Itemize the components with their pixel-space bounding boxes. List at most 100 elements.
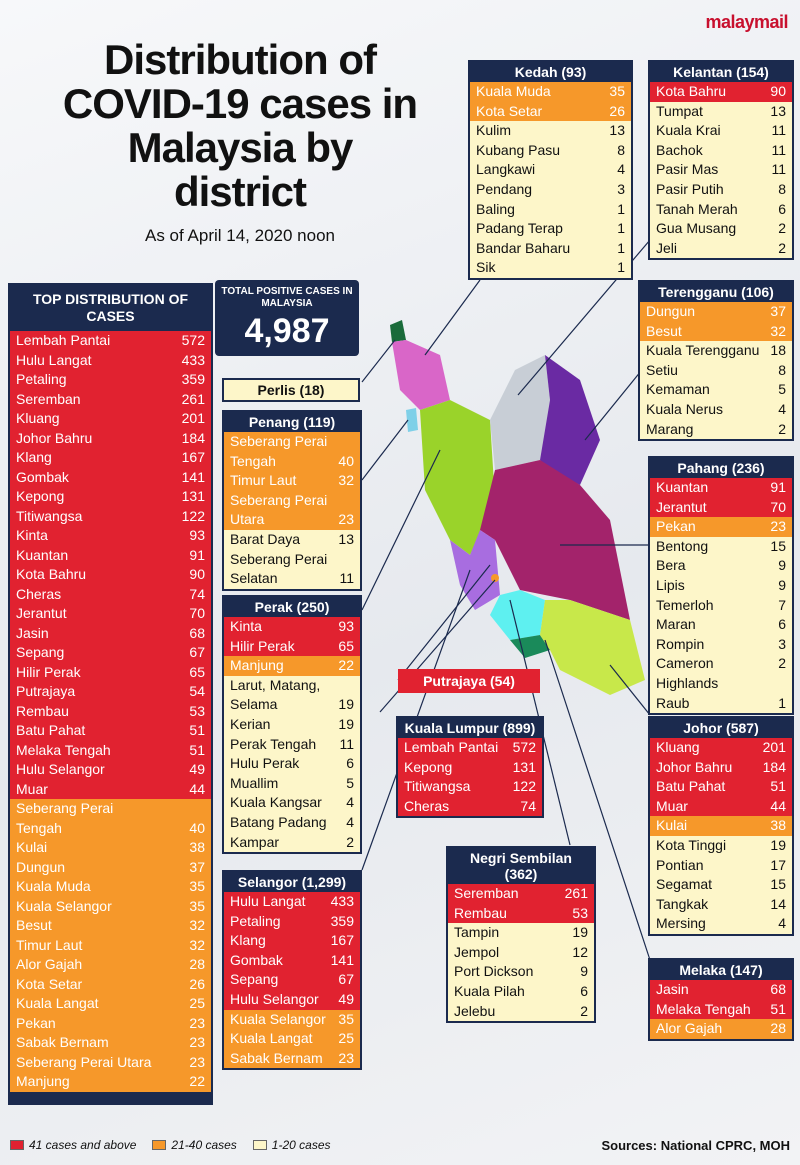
case-count: 4 xyxy=(778,400,786,417)
district-name: Kuala Terengganu xyxy=(646,342,760,359)
district-name: Sepang xyxy=(16,644,65,660)
district-name: Langkawi xyxy=(476,161,536,178)
case-count: 8 xyxy=(778,361,786,378)
district-name: Hulu Langat xyxy=(16,351,92,368)
district-row: Kuala Muda 35 xyxy=(470,82,631,102)
case-count: 2 xyxy=(346,833,354,850)
district-name: Cheras xyxy=(404,797,450,814)
state-header: Johor (587) xyxy=(650,718,792,738)
district-name: Pekan xyxy=(656,518,696,535)
case-count: 184 xyxy=(762,758,786,775)
top-distribution-row: Klang 167 xyxy=(10,448,211,468)
case-count: 13 xyxy=(609,122,625,139)
district-name: Jasin xyxy=(656,981,689,997)
district-name: Bentong xyxy=(656,537,709,554)
district-row: Marang 2 xyxy=(640,419,792,440)
legend-swatch xyxy=(152,1140,167,1150)
case-count: 2 xyxy=(778,655,786,672)
district-name: Hulu Perak xyxy=(230,755,300,772)
district-row: Jasin 68 xyxy=(650,980,792,1000)
district-row: Seberang Perai xyxy=(224,432,360,452)
district-name: Mersing xyxy=(656,915,706,932)
top-distribution-row: Jerantut 70 xyxy=(10,604,211,624)
case-count: 4 xyxy=(346,813,354,830)
case-count: 4 xyxy=(617,161,625,178)
case-count: 70 xyxy=(770,498,786,515)
map-terengganu xyxy=(540,355,600,485)
district-row: Seberang Perai xyxy=(224,490,360,511)
case-count: 167 xyxy=(330,932,354,949)
case-count: 74 xyxy=(189,585,205,602)
district-name: Besut xyxy=(646,322,682,339)
case-count: 25 xyxy=(338,1030,354,1047)
top-distribution-row: Kota Setar 26 xyxy=(10,974,211,994)
case-count: 51 xyxy=(770,778,786,795)
case-count: 35 xyxy=(189,897,205,914)
district-row: Tanah Merah 6 xyxy=(650,199,792,220)
top-distribution-row: Manjung 22 xyxy=(10,1072,211,1092)
district-row: Cameron Highlands 2 xyxy=(650,654,792,694)
top-distribution-row: Lembah Pantai 572 xyxy=(10,331,211,351)
district-name: Lembah Pantai xyxy=(404,739,499,755)
top-distribution-row: Putrajaya 54 xyxy=(10,682,211,702)
district-name: Kuala Langat xyxy=(16,995,99,1011)
district-name: Kulai xyxy=(16,839,48,855)
case-count: 1 xyxy=(617,239,625,256)
case-count: 572 xyxy=(512,739,536,755)
district-name: Seberang Perai xyxy=(16,800,114,816)
district-row: Gua Musang 2 xyxy=(650,219,792,239)
district-name: Melaka Tengah xyxy=(656,1000,751,1017)
district-row: Pontian 17 xyxy=(650,855,792,876)
state-header: Selangor (1,299) xyxy=(224,872,360,892)
total-cases-value: 4,987 xyxy=(244,312,330,350)
case-count: 25 xyxy=(189,995,205,1011)
case-count: 32 xyxy=(189,917,205,933)
case-count: 28 xyxy=(189,956,205,972)
case-count: 32 xyxy=(770,322,786,339)
district-row: Kota Setar 26 xyxy=(470,101,631,122)
district-row: Seberang Perai xyxy=(224,549,360,570)
district-name: Kepong xyxy=(404,758,453,775)
district-row: Kemaman 5 xyxy=(640,380,792,400)
district-row: Kota Tinggi 19 xyxy=(650,835,792,856)
case-count: 8 xyxy=(617,141,625,158)
district-name: Kuala Nerus xyxy=(646,400,724,417)
district-row: Pasir Mas 11 xyxy=(650,160,792,180)
district-row: Melaka Tengah 51 xyxy=(650,999,792,1020)
case-count: 19 xyxy=(770,836,786,853)
district-row: Kuala Kangsar 4 xyxy=(224,793,360,813)
district-name: Barat Daya xyxy=(230,530,301,547)
case-count: 90 xyxy=(770,83,786,99)
case-count: 6 xyxy=(778,200,786,217)
case-count: 2 xyxy=(778,239,786,256)
district-row: Kuala Krai 11 xyxy=(650,121,792,141)
case-count: 11 xyxy=(771,141,786,158)
top-distribution-row: Petaling 359 xyxy=(10,370,211,390)
top-distribution-row: Kinta 93 xyxy=(10,526,211,546)
case-count: 1 xyxy=(778,694,786,711)
state-box-johor: Johor (587) Kluang 201 Johor Bahru 184 Batu P… xyxy=(648,716,794,936)
total-cases-label: TOTAL POSITIVE CASES IN MALAYSIA xyxy=(221,286,353,309)
state-box-putrajaya: Putrajaya (54) xyxy=(398,669,540,693)
case-count xyxy=(330,491,354,511)
case-count: 6 xyxy=(580,982,588,999)
case-count: 11 xyxy=(771,122,786,139)
case-count: 5 xyxy=(778,381,786,398)
state-box-pahang: Pahang (236) Kuantan 91 Jerantut 70 Pekan 23 Be… xyxy=(648,456,794,716)
district-name: Seremban xyxy=(16,390,81,407)
district-row: Kerian 19 xyxy=(224,714,360,735)
case-count: 51 xyxy=(189,722,205,738)
district-name: Alor Gajah xyxy=(16,956,83,972)
district-row: Larut, Matang, xyxy=(224,675,360,696)
district-row: Sik 1 xyxy=(470,258,631,278)
district-name: Jasin xyxy=(16,624,49,641)
case-count: 93 xyxy=(189,527,205,543)
district-name: Kemaman xyxy=(646,381,710,398)
district-name: Pasir Mas xyxy=(656,161,719,178)
state-header: Negri Sembilan (362) xyxy=(448,848,594,884)
case-count: 359 xyxy=(330,912,354,929)
district-row: Timur Laut 32 xyxy=(224,471,360,491)
case-count: 23 xyxy=(770,518,786,535)
case-count: 122 xyxy=(512,778,536,795)
district-name: Kota Tinggi xyxy=(656,836,727,853)
